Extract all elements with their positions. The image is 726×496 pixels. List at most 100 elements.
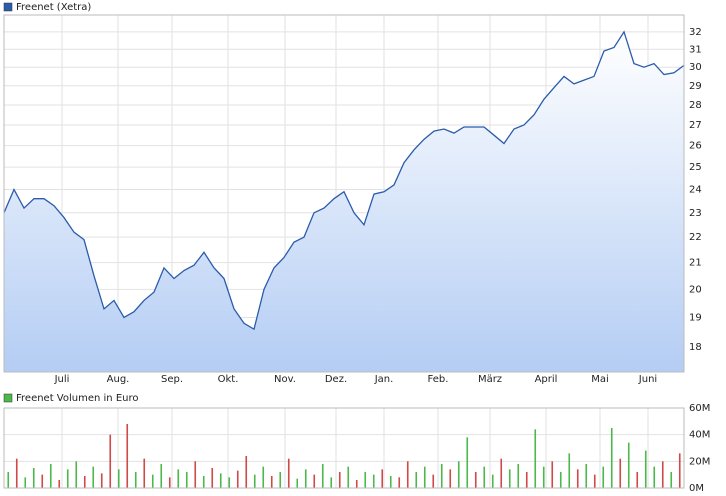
y-tick-label: 21 [689,258,702,269]
volume-bar [262,466,265,488]
x-tick-label: Mai [591,374,609,385]
y-tick-label: 20 [689,284,702,295]
volume-bar [432,474,435,488]
volume-bar [168,477,171,488]
volume-bar [32,468,35,488]
volume-bar [313,474,316,488]
x-tick-label: April [535,374,558,385]
volume-bar [202,476,205,488]
plot-border [3,14,685,373]
volume-bar [568,453,571,488]
y-tick-label: 0M [689,483,704,494]
y-tick-label: 40M [689,430,710,441]
x-tick-label: Sep. [161,374,183,385]
volume-bar [619,458,622,488]
volume-bar [236,470,239,488]
volume-bar [355,480,358,488]
x-tick-label: Dez. [325,374,347,385]
volume-bar [670,472,673,488]
volume-bar [134,472,137,488]
volume-bar [338,472,341,488]
y-tick-label: 22 [689,232,702,243]
volume-bar [406,461,409,488]
volume-bar [126,424,129,488]
volume-bar [296,478,299,488]
volume-bar [398,477,401,488]
volume-bar [83,476,86,488]
volume-bar [117,469,120,488]
volume-bar [219,473,222,488]
x-tick-label: Nov. [274,374,296,385]
volume-bar [474,472,477,488]
y-tick-label: 28 [689,100,702,111]
volume-bar [7,472,10,488]
y-tick-label: 18 [689,342,702,353]
volume-bar [389,476,392,488]
y-tick-label: 32 [689,27,702,38]
plot-border [3,407,685,489]
y-tick-label: 20M [689,456,710,467]
volume-bar [253,474,256,488]
volume-bar [66,469,69,488]
area-fill [4,31,684,373]
volume-bar [423,466,426,488]
volume-bar [678,453,681,488]
x-tick-label: Jan. [374,374,394,385]
price-line [3,30,685,331]
y-tick-label: 27 [689,120,702,131]
legend-label: Freenet (Xetra) [16,2,91,13]
volume-bar [287,458,290,488]
y-tick-label: 29 [689,81,702,92]
y-tick-label: 60M [689,403,710,414]
y-tick-label: 25 [689,162,702,173]
volume-bar [304,469,307,488]
y-tick-label: 23 [689,208,702,219]
volume-bar [415,472,418,488]
volume-bar [457,461,460,488]
legend-label: Freenet Volumen in Euro [16,393,138,404]
volume-bar [177,469,180,488]
y-tick-label: 24 [689,184,702,195]
volume-bar [585,464,588,488]
volume-bar [661,461,664,488]
volume-bar [92,466,95,488]
volume-bar [151,474,154,488]
volume-bar [508,469,511,488]
volume-bar [347,466,350,488]
volume-bar [627,442,630,488]
volume-bar [245,456,248,488]
volume-bar [364,472,367,488]
volume-bar [525,472,528,488]
volume-bar [194,461,197,488]
volume-bar [109,434,112,488]
x-tick-label: Juni [638,374,657,385]
volume-bar [381,469,384,488]
volume-bar [330,477,333,488]
y-tick-label: 31 [689,44,702,55]
volume-bar [542,466,545,488]
volume-bar [551,461,554,488]
volume-bar [160,464,163,488]
volume-bar [602,466,605,488]
volume-bar [321,464,324,488]
volume-bar [483,466,486,488]
volume-bar [440,464,443,488]
plot-area [3,407,685,489]
x-tick-label: Juli [54,374,70,385]
volume-bar [559,472,562,488]
x-tick-label: Aug. [107,374,130,385]
volume-bar [449,469,452,488]
y-tick-label: 19 [689,312,702,323]
volume-bar [372,474,375,488]
volume-bar [610,428,613,488]
volume-bar [211,468,214,488]
y-tick-label: 26 [689,141,702,152]
volume-bar [58,480,61,488]
volume-bar [517,464,520,488]
volume-bar [41,474,44,488]
volume-bar [75,461,78,488]
y-tick-label: 30 [689,62,702,73]
volume-bar [100,473,103,488]
volume-bar [653,466,656,488]
